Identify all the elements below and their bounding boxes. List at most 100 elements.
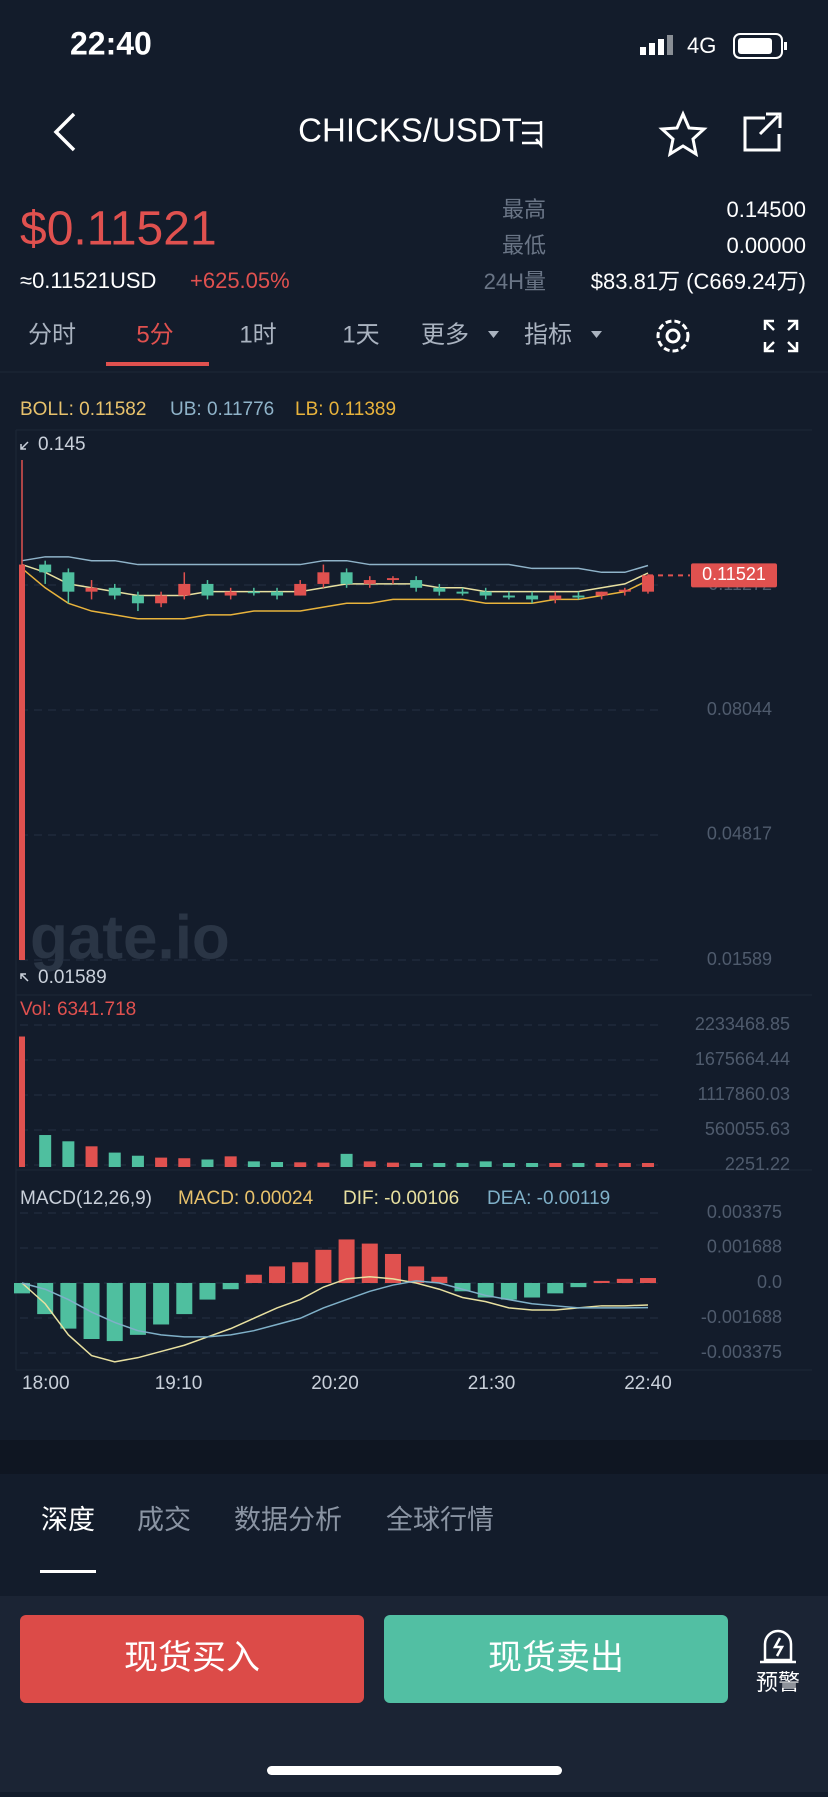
switch-icon[interactable] — [522, 121, 543, 149]
back-button[interactable] — [53, 112, 76, 152]
lb-label: LB: 0.11389 — [295, 399, 396, 420]
volume-label: 24H量 — [484, 269, 546, 294]
period-tab[interactable]: 1时 — [239, 321, 276, 348]
battery-icon — [733, 33, 787, 59]
candle-body — [108, 587, 121, 596]
volume-bar — [85, 1146, 98, 1167]
volume-bar — [39, 1135, 52, 1167]
bottom-tab[interactable]: 全球行情 — [386, 1505, 494, 1535]
period-tab[interactable]: 指标 — [524, 321, 572, 348]
volume-bar — [131, 1155, 144, 1167]
volume-bar — [410, 1163, 423, 1167]
macd-bar — [199, 1283, 216, 1300]
home-indicator — [267, 1766, 562, 1775]
volume-bar — [595, 1163, 608, 1167]
bottom-tab[interactable]: 深度 — [41, 1505, 95, 1535]
candle-body — [386, 578, 399, 581]
macd-bar — [338, 1239, 355, 1283]
period-tab[interactable]: 分时 — [28, 321, 76, 348]
macd-bar — [616, 1278, 633, 1283]
macd-bar — [431, 1276, 448, 1283]
volume-bar — [108, 1152, 121, 1167]
volume-bar — [247, 1161, 260, 1167]
alert-label[interactable]: 预警 — [756, 1670, 800, 1695]
status-time: 22:40 — [70, 25, 152, 61]
buy-button[interactable] — [20, 1615, 364, 1703]
network: 4G — [687, 33, 716, 58]
sell-button[interactable] — [384, 1615, 728, 1703]
volume-bar — [271, 1162, 284, 1167]
volume-bar — [363, 1161, 376, 1167]
macd-bar — [454, 1283, 471, 1292]
macd-bar — [384, 1253, 401, 1283]
high: 0.14500 — [726, 197, 806, 222]
macd-bar — [315, 1249, 332, 1283]
y-tick-label: 0.003375 — [707, 1202, 782, 1222]
candle-body — [595, 591, 608, 596]
boll-lower — [21, 567, 649, 620]
volume-bar — [155, 1157, 168, 1167]
price-usd: ≈0.11521USD — [20, 268, 156, 293]
alert-icon[interactable] — [760, 1629, 796, 1664]
macd-bar — [500, 1283, 517, 1300]
dif-line — [21, 1276, 649, 1363]
candle-body — [549, 595, 562, 600]
favorite-button[interactable] — [658, 110, 708, 158]
low: 0.00000 — [726, 233, 806, 258]
max-price-label: 0.145 — [38, 434, 86, 455]
pair-title[interactable]: CHICKS/USDT — [298, 112, 522, 149]
candle-body — [502, 595, 515, 598]
y-tick-label: 0.001688 — [707, 1237, 782, 1257]
share-button[interactable] — [743, 112, 782, 152]
candle-body — [340, 572, 353, 584]
macd-bar — [129, 1283, 146, 1335]
macd-bar — [60, 1283, 77, 1329]
volume-bar — [317, 1162, 330, 1167]
candle-body — [317, 572, 330, 584]
period-tab[interactable]: 5分 — [136, 321, 173, 348]
volume-panel-label: Vol: 6341.718 — [20, 999, 136, 1020]
candle-body — [271, 591, 284, 596]
macd-bar — [547, 1283, 564, 1294]
signal-icon — [640, 35, 673, 55]
y-tick-label: 2251.22 — [725, 1154, 790, 1174]
min-arrow — [20, 973, 29, 982]
dif-label: DIF: -0.00106 — [343, 1188, 459, 1209]
bottom-tab[interactable]: 成交 — [137, 1505, 191, 1535]
x-tick-label: 19:10 — [155, 1373, 203, 1394]
ub-label: UB: 0.11776 — [170, 399, 274, 420]
volume-bar — [456, 1162, 469, 1167]
candle-body — [131, 595, 144, 604]
candle-body — [433, 587, 446, 592]
volume-bar — [340, 1153, 353, 1167]
bottom-tab[interactable]: 数据分析 — [234, 1505, 342, 1535]
active-underline — [40, 1570, 96, 1573]
period-tab[interactable]: 更多 — [421, 321, 469, 348]
macd-bar — [408, 1266, 425, 1283]
x-tick-label: 18:00 — [22, 1373, 70, 1394]
candle-body — [456, 591, 469, 594]
fullscreen-button[interactable] — [763, 319, 799, 353]
period-tab[interactable]: 1天 — [342, 321, 379, 348]
dropdown-caret — [488, 331, 499, 338]
dea-label: DEA: -0.00119 — [487, 1188, 610, 1209]
volume-24h: $83.81万 (C669.24万) — [591, 269, 806, 294]
y-tick-label: -0.001688 — [701, 1307, 782, 1327]
volume-bar — [572, 1163, 585, 1167]
volume-bar — [19, 1036, 25, 1167]
macd-bar — [269, 1266, 286, 1283]
y-tick-label: 560055.63 — [705, 1119, 790, 1139]
candle-body — [294, 583, 307, 596]
macd-bar — [292, 1262, 309, 1283]
candle-body — [224, 591, 237, 596]
dropdown-caret — [591, 331, 602, 338]
y-tick-label: 0.0 — [757, 1272, 782, 1292]
settings-button[interactable] — [656, 319, 690, 353]
buy-label[interactable]: 现货买入 — [124, 1639, 260, 1677]
macd-bar — [176, 1283, 193, 1315]
macd-bar — [593, 1280, 610, 1283]
y-tick-label: 1675664.44 — [695, 1049, 790, 1069]
candle-body — [178, 583, 191, 596]
sell-label[interactable]: 现货卖出 — [488, 1639, 624, 1677]
